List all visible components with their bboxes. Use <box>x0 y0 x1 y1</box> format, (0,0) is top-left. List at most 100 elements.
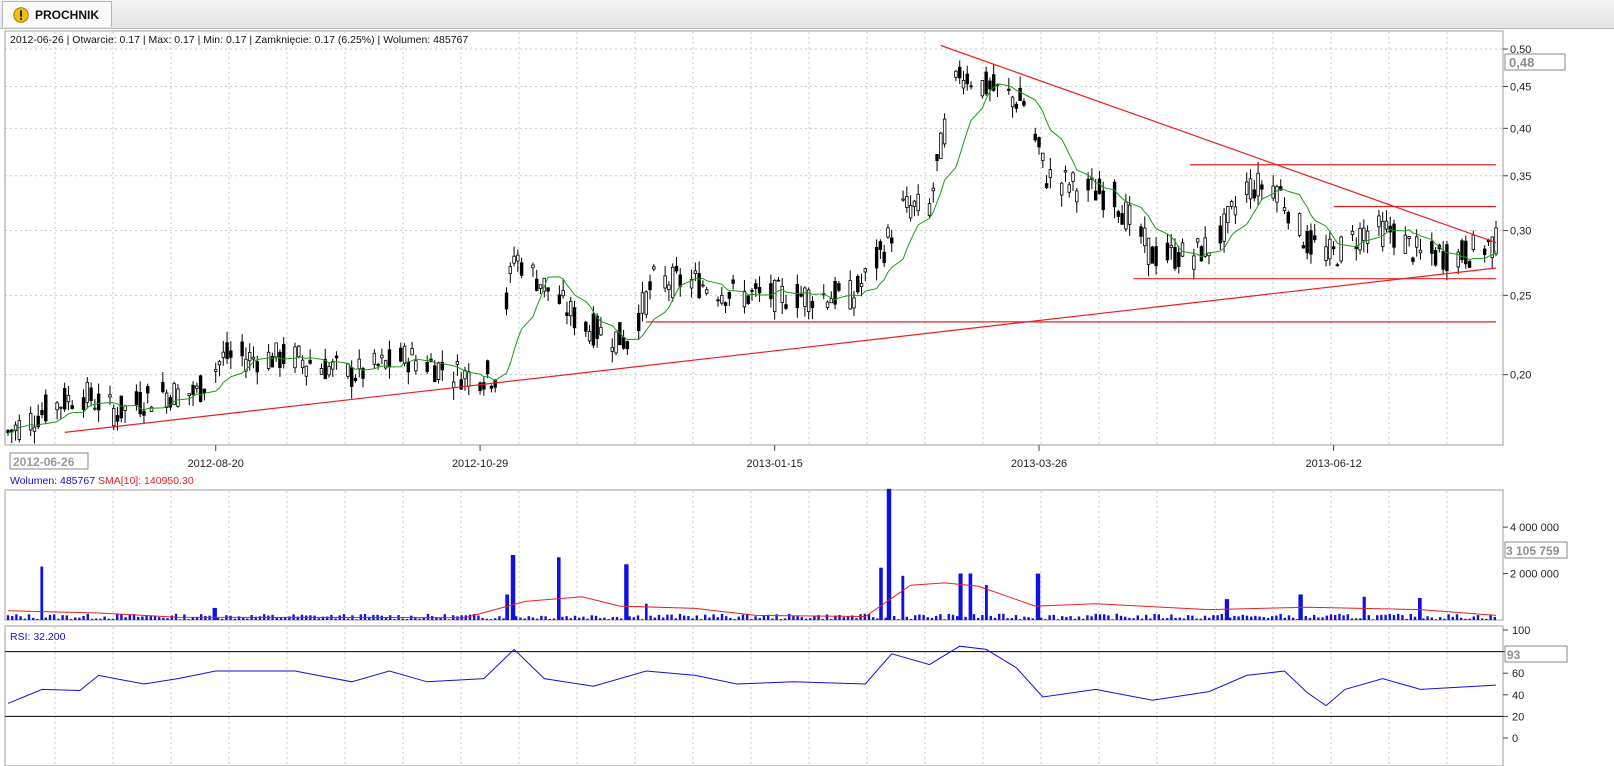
volume-sma-line <box>7 582 1497 619</box>
candle-body <box>1063 170 1068 173</box>
volume-bar <box>506 594 509 620</box>
candle-body <box>138 391 142 415</box>
volume-bar <box>779 619 782 620</box>
candle-body <box>1309 230 1313 255</box>
candle-body <box>1097 178 1102 195</box>
volume-bar <box>393 619 396 620</box>
candle-body <box>535 278 539 291</box>
candle-body <box>1279 186 1283 191</box>
candle-body <box>1180 242 1185 257</box>
volume-bar-spike <box>512 555 516 620</box>
candle-body <box>569 301 573 317</box>
candle-body <box>1233 206 1238 216</box>
volume-bar <box>246 618 249 620</box>
volume-bar <box>1317 617 1320 620</box>
volume-bar <box>620 618 623 620</box>
candle-body <box>300 359 305 369</box>
candle-body <box>1007 88 1011 91</box>
candle-body <box>939 132 943 160</box>
volume-bar <box>683 615 686 620</box>
volume-bar <box>1132 618 1135 620</box>
candle-body <box>353 377 358 382</box>
candle-body <box>1331 246 1336 250</box>
info-volume: Wolumen: 485767 <box>383 34 468 46</box>
volume-bar <box>846 616 850 620</box>
candle-body <box>723 302 728 306</box>
info-close: Zamknięcie: 0.17 (6.25%) <box>255 34 375 46</box>
candle-body <box>112 408 116 427</box>
candle-body <box>134 391 139 406</box>
date-axis: 2012-08-20 2012-10-29 2013-01-15 2013-03-26… <box>188 445 1362 470</box>
volume-bar <box>468 614 472 620</box>
candle-body <box>538 284 543 289</box>
candle-body <box>349 367 354 387</box>
volume-bar <box>1006 618 1009 620</box>
candle-body <box>304 365 309 377</box>
volume-bar <box>771 618 774 620</box>
volume-bar <box>1136 615 1139 620</box>
volume-bar <box>1203 615 1207 620</box>
candle-body <box>727 292 732 299</box>
volume-bar <box>1313 614 1316 620</box>
candle-body <box>89 387 93 401</box>
candle-body <box>1252 189 1256 199</box>
volume-bar <box>317 618 320 620</box>
candle-body <box>1392 223 1396 248</box>
candle-body <box>1256 172 1260 197</box>
candle-body <box>769 283 773 300</box>
volume-bar <box>1409 613 1412 620</box>
price-axis: 0,20 0,25 0,30 0,35 0,40 0,45 0,50 <box>1503 44 1531 382</box>
volume-bar <box>943 619 946 620</box>
volume-bar <box>145 615 148 620</box>
chart-canvas[interactable]: 0,20 0,25 0,30 0,35 0,40 0,45 0,50 2 000 000 4 … <box>0 28 1614 766</box>
candle-body <box>1127 204 1132 225</box>
volume-bar <box>1187 615 1190 620</box>
volume-bar <box>851 615 854 620</box>
volume-bar <box>762 615 766 620</box>
volume-bar <box>964 616 967 620</box>
candle-body <box>346 363 350 377</box>
volume-bar <box>477 615 480 620</box>
volume-bar <box>368 616 371 620</box>
volume-bar <box>384 617 388 620</box>
volume-bar <box>1493 616 1496 620</box>
volume-bar <box>32 617 35 620</box>
volume-bar <box>1338 613 1341 620</box>
candle-body <box>1411 257 1415 262</box>
candle-body <box>1418 249 1423 254</box>
volume-bar <box>951 614 955 620</box>
volume-bar <box>1019 619 1022 620</box>
volume-bar <box>804 618 808 620</box>
candle-body <box>716 299 720 302</box>
tab-prochnik[interactable]: PROCHNIK <box>2 1 113 27</box>
price-sma-line <box>7 83 1497 434</box>
candle-body <box>187 393 191 397</box>
volume-bar <box>36 619 39 620</box>
candle-body <box>927 203 932 216</box>
volume-bar <box>296 616 299 620</box>
candle-body <box>720 295 724 304</box>
volume-tick-label: 2 000 000 <box>1510 569 1559 581</box>
candle-body <box>1377 215 1381 228</box>
candle-body <box>1165 242 1170 261</box>
volume-bar <box>536 618 539 620</box>
volume-bar <box>1178 617 1181 620</box>
candle-body <box>886 227 890 238</box>
volume-bar <box>1447 614 1450 620</box>
candle-body <box>1222 213 1226 242</box>
candle-body <box>610 347 614 352</box>
rsi-axis: 020406080100 <box>1503 625 1530 745</box>
candle-body <box>1022 100 1026 106</box>
volume-bar <box>1304 615 1307 620</box>
candle-body <box>689 279 694 289</box>
volume-bar-spike <box>1037 573 1041 620</box>
volume-bar <box>1350 618 1354 620</box>
candle-body <box>93 407 97 410</box>
candle-body <box>757 286 762 294</box>
candle-body <box>161 382 165 393</box>
candle-body <box>772 279 777 312</box>
candle-body <box>1018 87 1022 101</box>
volume-bar <box>1128 617 1131 620</box>
candle-body <box>1464 240 1468 265</box>
volume-bar <box>1094 613 1097 620</box>
